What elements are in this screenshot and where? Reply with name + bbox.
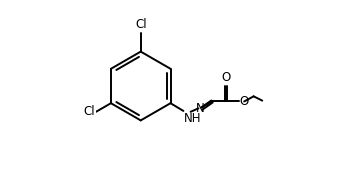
Text: N: N (196, 102, 205, 115)
Text: O: O (221, 71, 230, 84)
Text: NH: NH (184, 112, 202, 125)
Text: O: O (240, 95, 249, 108)
Text: Cl: Cl (135, 18, 147, 31)
Text: Cl: Cl (83, 105, 95, 118)
